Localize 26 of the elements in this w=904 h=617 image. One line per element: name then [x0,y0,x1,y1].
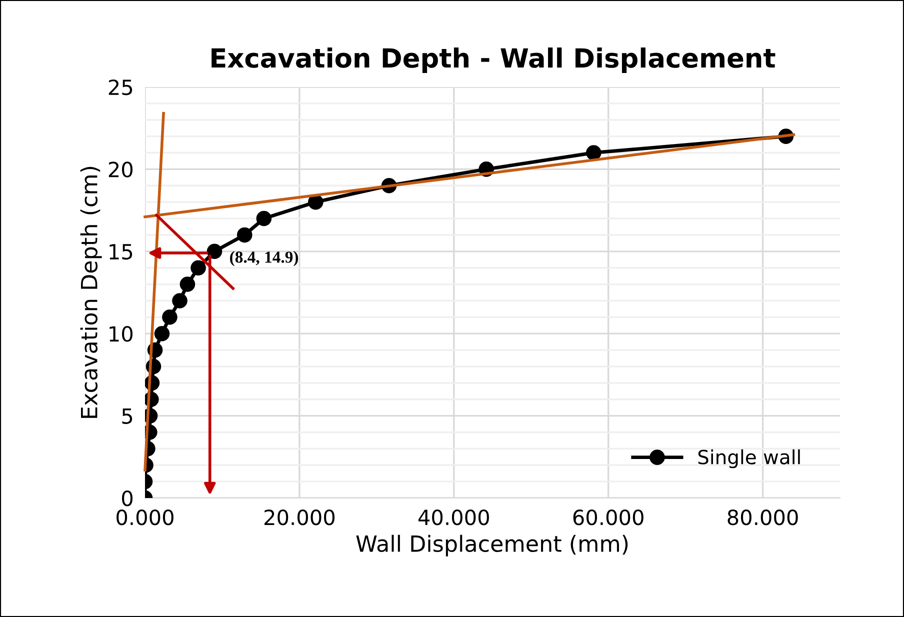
annotation: (8.4, 14.9) [230,251,298,266]
point [162,310,178,325]
point [180,276,196,292]
y-axis-title: Excavation Depth (cm) [80,166,102,418]
y-tick-label: 10 [110,326,133,342]
x-tick-label: 20.000 [264,509,335,526]
point [236,227,252,243]
y-tick-label: 15 [110,244,132,260]
chart-title: Excavation Depth - Wall Displacement [212,48,776,74]
point [256,210,272,226]
y-tick-label: 5 [122,408,132,424]
x-tick-label: 0.000 [116,509,174,526]
point [586,145,602,160]
x-axis-title: Wall Displacement (mm) [356,534,628,556]
y-tick-label: 20 [108,162,133,178]
point [206,244,222,260]
point [308,194,324,210]
point [154,326,170,342]
y-tick-label: 25 [108,79,132,96]
legend-label: Single wall [698,449,800,468]
y-tick-label: 0 [122,490,133,506]
point [190,260,206,276]
x-tick-label: 40.000 [418,509,489,526]
x-tick-label: 60.000 [573,509,644,526]
x-tick-label: 80.000 [728,509,798,526]
point [172,293,188,308]
